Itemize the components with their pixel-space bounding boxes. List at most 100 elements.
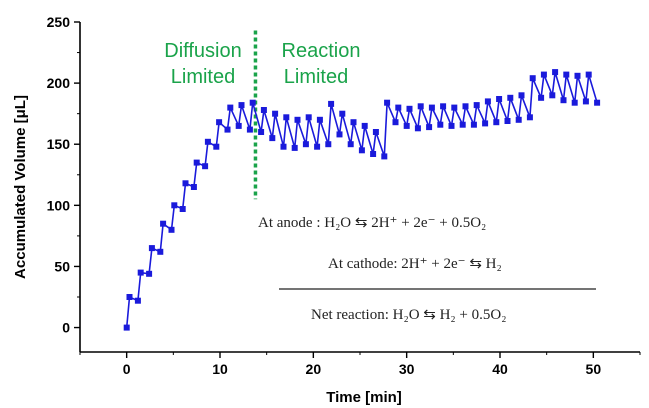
data-point xyxy=(574,72,581,79)
data-point xyxy=(414,125,421,132)
data-point xyxy=(426,124,433,131)
data-point xyxy=(560,97,567,104)
data-point xyxy=(272,110,279,117)
data-point xyxy=(213,143,220,150)
data-point xyxy=(137,269,144,276)
data-point xyxy=(168,226,175,233)
data-point xyxy=(190,184,197,190)
data-point xyxy=(123,324,130,331)
data-point xyxy=(482,120,489,127)
data-point xyxy=(518,92,525,99)
data-point xyxy=(193,159,200,166)
data-point xyxy=(473,102,480,109)
data-point xyxy=(134,297,141,304)
data-point xyxy=(451,104,458,111)
data-point xyxy=(406,105,413,112)
right-region-label-line1: Reaction xyxy=(282,40,361,62)
data-point xyxy=(316,116,323,123)
data-point xyxy=(552,69,559,76)
data-point xyxy=(484,98,491,105)
data-point xyxy=(148,245,155,252)
data-point xyxy=(302,141,309,148)
data-point xyxy=(372,129,379,135)
data-point xyxy=(440,103,447,110)
data-point xyxy=(314,143,321,150)
data-point xyxy=(328,100,335,107)
data-point xyxy=(470,121,477,128)
data-point xyxy=(549,92,556,99)
data-point xyxy=(246,126,253,133)
data-point xyxy=(496,96,503,102)
left-region-label-line1: Diffusion xyxy=(164,40,241,62)
data-point xyxy=(504,118,511,124)
data-point xyxy=(126,294,133,300)
anode-equation: At anode : H₂O ⇆ 2H⁺ + 2e⁻ + 0.5O₂ xyxy=(258,215,486,231)
data-point xyxy=(526,114,533,121)
data-point xyxy=(594,99,601,106)
data-point xyxy=(336,131,343,138)
data-point xyxy=(417,103,424,110)
data-point xyxy=(358,147,365,154)
y-tick-label: 50 xyxy=(54,258,70,274)
data-point xyxy=(585,71,592,78)
y-tick-label: 150 xyxy=(47,136,71,152)
data-point xyxy=(384,99,391,106)
data-point xyxy=(582,98,589,105)
data-point xyxy=(381,153,388,160)
x-tick-label: 0 xyxy=(123,361,131,377)
data-point xyxy=(361,122,368,129)
data-point xyxy=(204,138,211,145)
data-point xyxy=(179,206,186,212)
left-region-label-line2: Limited xyxy=(171,66,235,88)
data-point xyxy=(157,248,164,255)
data-point xyxy=(146,270,153,277)
data-point xyxy=(202,163,209,170)
data-point xyxy=(428,104,435,111)
data-point xyxy=(515,116,522,123)
x-tick-label: 40 xyxy=(492,361,508,377)
net-equation: Net reaction: H₂O ⇆ H₂ + 0.5O₂ xyxy=(311,307,506,323)
data-point xyxy=(235,122,242,129)
data-point xyxy=(260,107,267,113)
data-point xyxy=(571,99,578,106)
data-point xyxy=(280,143,287,150)
series-markers xyxy=(123,69,601,331)
x-tick-label: 30 xyxy=(399,361,415,377)
data-point xyxy=(238,102,245,109)
y-tick-label: 250 xyxy=(47,14,71,30)
data-point xyxy=(540,71,547,78)
data-point xyxy=(350,119,357,126)
x-tick-label: 10 xyxy=(212,361,228,377)
data-point xyxy=(216,119,223,126)
x-tick-label: 50 xyxy=(586,361,602,377)
data-point xyxy=(370,151,377,157)
data-point xyxy=(529,75,536,82)
y-axis-label: Accumulated Volume [μL] xyxy=(12,95,29,279)
data-point xyxy=(325,141,332,148)
data-point xyxy=(459,121,466,128)
x-ticks: 0 10 20 30 40 50 xyxy=(79,352,641,377)
data-point xyxy=(395,104,402,111)
data-point xyxy=(347,141,354,148)
data-point xyxy=(563,71,570,78)
data-point xyxy=(160,220,167,227)
data-point xyxy=(507,94,514,101)
data-point xyxy=(283,114,290,121)
data-point xyxy=(224,126,231,133)
y-ticks: 0 50 100 150 200 250 xyxy=(47,14,80,336)
data-point xyxy=(305,114,312,121)
data-point xyxy=(538,94,545,101)
data-point xyxy=(403,122,410,129)
data-point xyxy=(294,116,301,123)
y-tick-label: 100 xyxy=(47,197,71,213)
data-point xyxy=(269,135,276,142)
y-tick-label: 200 xyxy=(47,75,71,91)
y-tick-label: 0 xyxy=(62,320,70,336)
data-point xyxy=(437,121,444,128)
data-point xyxy=(182,180,189,187)
right-region-label-line2: Limited xyxy=(284,66,348,88)
data-point xyxy=(249,99,256,106)
cathode-equation: At cathode: 2H⁺ + 2e⁻ ⇆ H₂ xyxy=(328,256,502,272)
data-point xyxy=(448,122,455,129)
